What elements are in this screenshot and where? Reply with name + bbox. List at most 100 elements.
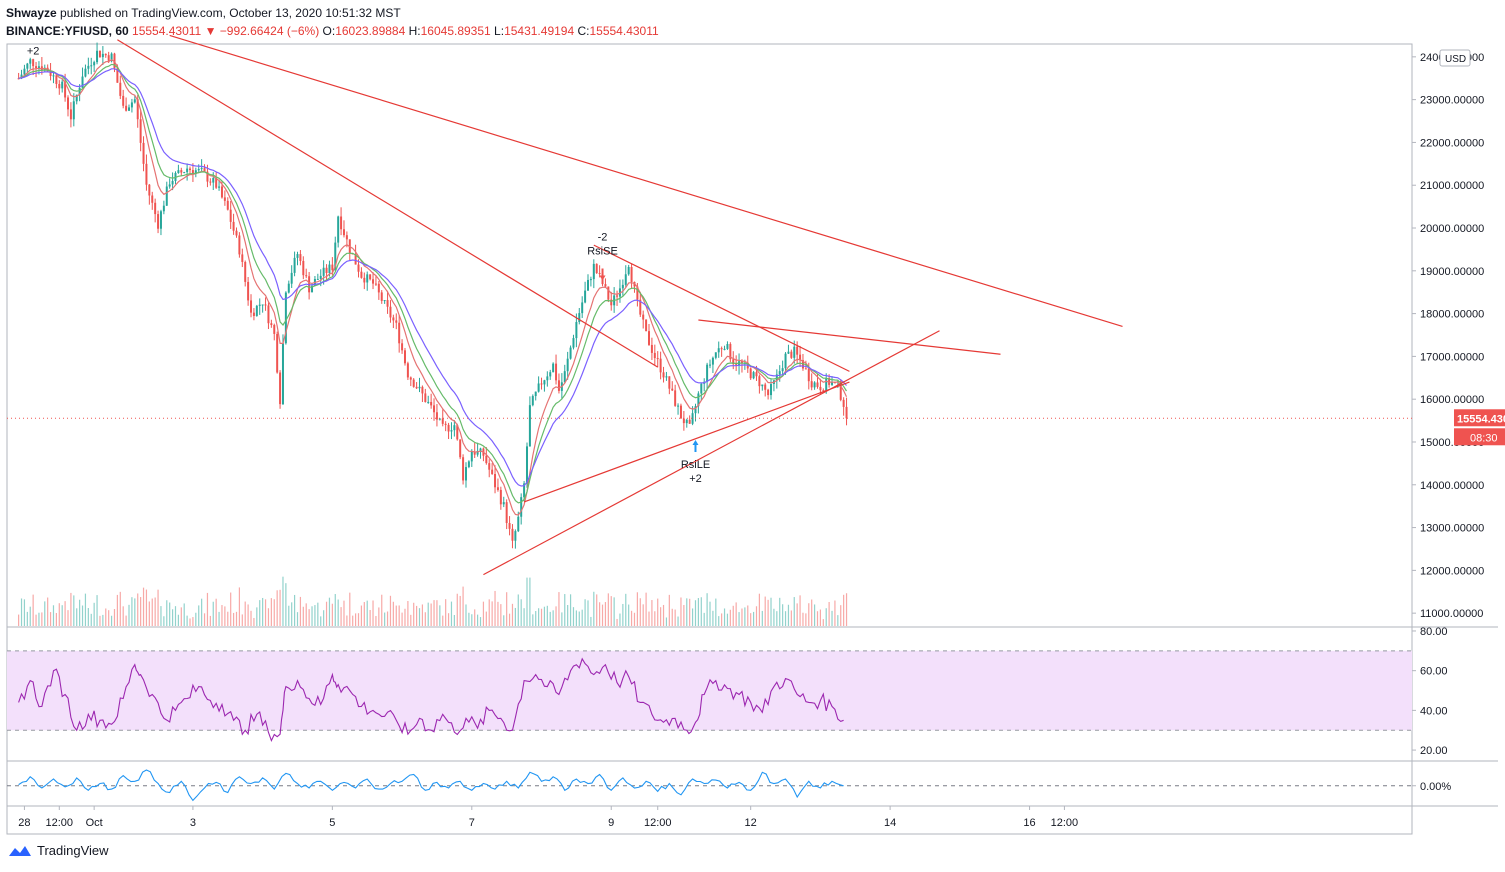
volume-bar bbox=[712, 610, 714, 626]
candle-body bbox=[679, 405, 682, 419]
trendline-long-support[interactable] bbox=[483, 330, 940, 576]
tradingview-logo[interactable]: TradingView bbox=[8, 843, 109, 858]
volume-bar bbox=[689, 598, 691, 626]
candle-body bbox=[714, 352, 717, 358]
published-text: published on TradingView.com, October 13… bbox=[60, 6, 401, 20]
candle-body bbox=[665, 376, 668, 378]
candle-body bbox=[200, 168, 203, 170]
volume-bar bbox=[198, 605, 200, 626]
volume-bar bbox=[744, 607, 746, 626]
time-tick-label: 12:00 bbox=[1051, 817, 1079, 829]
price-tick-label: 19000.00000 bbox=[1420, 266, 1484, 278]
candle-body bbox=[398, 322, 401, 344]
volume-bar bbox=[26, 611, 28, 626]
volume-bar bbox=[564, 594, 566, 626]
candle-body bbox=[755, 372, 758, 377]
volume-bar bbox=[116, 594, 118, 626]
candle-body bbox=[316, 278, 319, 280]
volume-bar bbox=[384, 612, 386, 626]
candle-body bbox=[485, 455, 488, 464]
volume-bar bbox=[360, 605, 363, 626]
candle-body bbox=[566, 358, 569, 372]
volume-bar bbox=[639, 598, 641, 626]
long-arrow-icon bbox=[692, 439, 699, 452]
candle-body bbox=[139, 119, 142, 143]
publisher-name[interactable]: Shwayze bbox=[6, 6, 57, 20]
candle-body bbox=[674, 390, 677, 406]
trendline-upper-descending-long[interactable] bbox=[117, 39, 659, 368]
price-tick-label: 16000.00000 bbox=[1420, 394, 1484, 406]
volume-bar bbox=[628, 604, 630, 626]
price-tick-label: 21000.00000 bbox=[1420, 180, 1484, 192]
volume-bar bbox=[317, 602, 319, 626]
candle-body bbox=[589, 279, 592, 281]
trendline-horizontal-resistance[interactable] bbox=[698, 319, 1001, 355]
candle-body bbox=[464, 467, 467, 481]
volume-bar bbox=[67, 610, 69, 626]
volume-bar bbox=[752, 611, 755, 626]
trendline-triangle-top[interactable] bbox=[593, 244, 850, 372]
volume-bar bbox=[813, 604, 816, 626]
candle-body bbox=[694, 406, 697, 414]
candle-body bbox=[290, 272, 293, 284]
volume-bar bbox=[221, 605, 223, 626]
volume-bar bbox=[142, 587, 145, 626]
symbol-label[interactable]: BINANCE:YFIUSD, 60 bbox=[6, 24, 129, 38]
volume-bar bbox=[497, 601, 499, 626]
candle-body bbox=[220, 186, 223, 198]
candle-body bbox=[525, 446, 528, 484]
volume-bar bbox=[308, 609, 310, 626]
volume-bar bbox=[590, 616, 592, 626]
candle-body bbox=[636, 286, 639, 300]
candle-body bbox=[624, 274, 627, 285]
candle-body bbox=[293, 257, 296, 273]
volume-bar bbox=[511, 603, 514, 626]
candle-body bbox=[726, 344, 729, 349]
trendline-triangle-bottom[interactable] bbox=[523, 381, 850, 503]
candle-body bbox=[319, 275, 322, 279]
volume-bar bbox=[843, 594, 845, 626]
volume-bar bbox=[587, 600, 589, 626]
candle-body bbox=[273, 324, 276, 334]
candle-body bbox=[90, 65, 93, 67]
volume-bar bbox=[488, 599, 490, 626]
candle-body bbox=[197, 168, 200, 171]
volume-bar bbox=[302, 606, 304, 626]
currency-badge[interactable] bbox=[1439, 49, 1471, 67]
trendline-outer-descending[interactable] bbox=[169, 34, 1123, 328]
candle-body bbox=[383, 300, 386, 302]
time-tick-label: 12 bbox=[745, 817, 757, 829]
volume-bar bbox=[137, 593, 139, 626]
candle-body bbox=[345, 235, 348, 240]
candle-body bbox=[627, 267, 630, 275]
candle-body bbox=[578, 313, 581, 323]
volume-bar bbox=[32, 594, 34, 626]
volume-bar bbox=[645, 592, 647, 626]
high-label: H: bbox=[408, 24, 421, 38]
candle-body bbox=[322, 267, 325, 276]
candle-body bbox=[517, 516, 520, 532]
volume-bar bbox=[267, 608, 270, 626]
volume-bar bbox=[726, 613, 729, 626]
volume-bar bbox=[279, 589, 281, 626]
volume-bar bbox=[546, 605, 548, 626]
candle-body bbox=[616, 295, 619, 297]
volume-bar bbox=[372, 600, 374, 626]
time-tick-label: 12:00 bbox=[46, 817, 74, 829]
candle-body bbox=[107, 55, 110, 61]
volume-bar bbox=[654, 611, 656, 626]
candle-body bbox=[473, 451, 476, 455]
candle-body bbox=[29, 59, 32, 64]
volume-bar bbox=[599, 602, 601, 626]
candle-body bbox=[32, 59, 35, 67]
candle-body bbox=[459, 439, 462, 458]
volume-bar bbox=[601, 604, 604, 626]
volume-bar bbox=[424, 612, 426, 626]
candle-body bbox=[354, 254, 357, 265]
candle-body bbox=[752, 372, 755, 379]
price-tick-label: 12000.00000 bbox=[1420, 565, 1484, 577]
volume-bar bbox=[273, 599, 275, 626]
volume-bar bbox=[439, 605, 441, 626]
volume-bar bbox=[773, 608, 775, 626]
